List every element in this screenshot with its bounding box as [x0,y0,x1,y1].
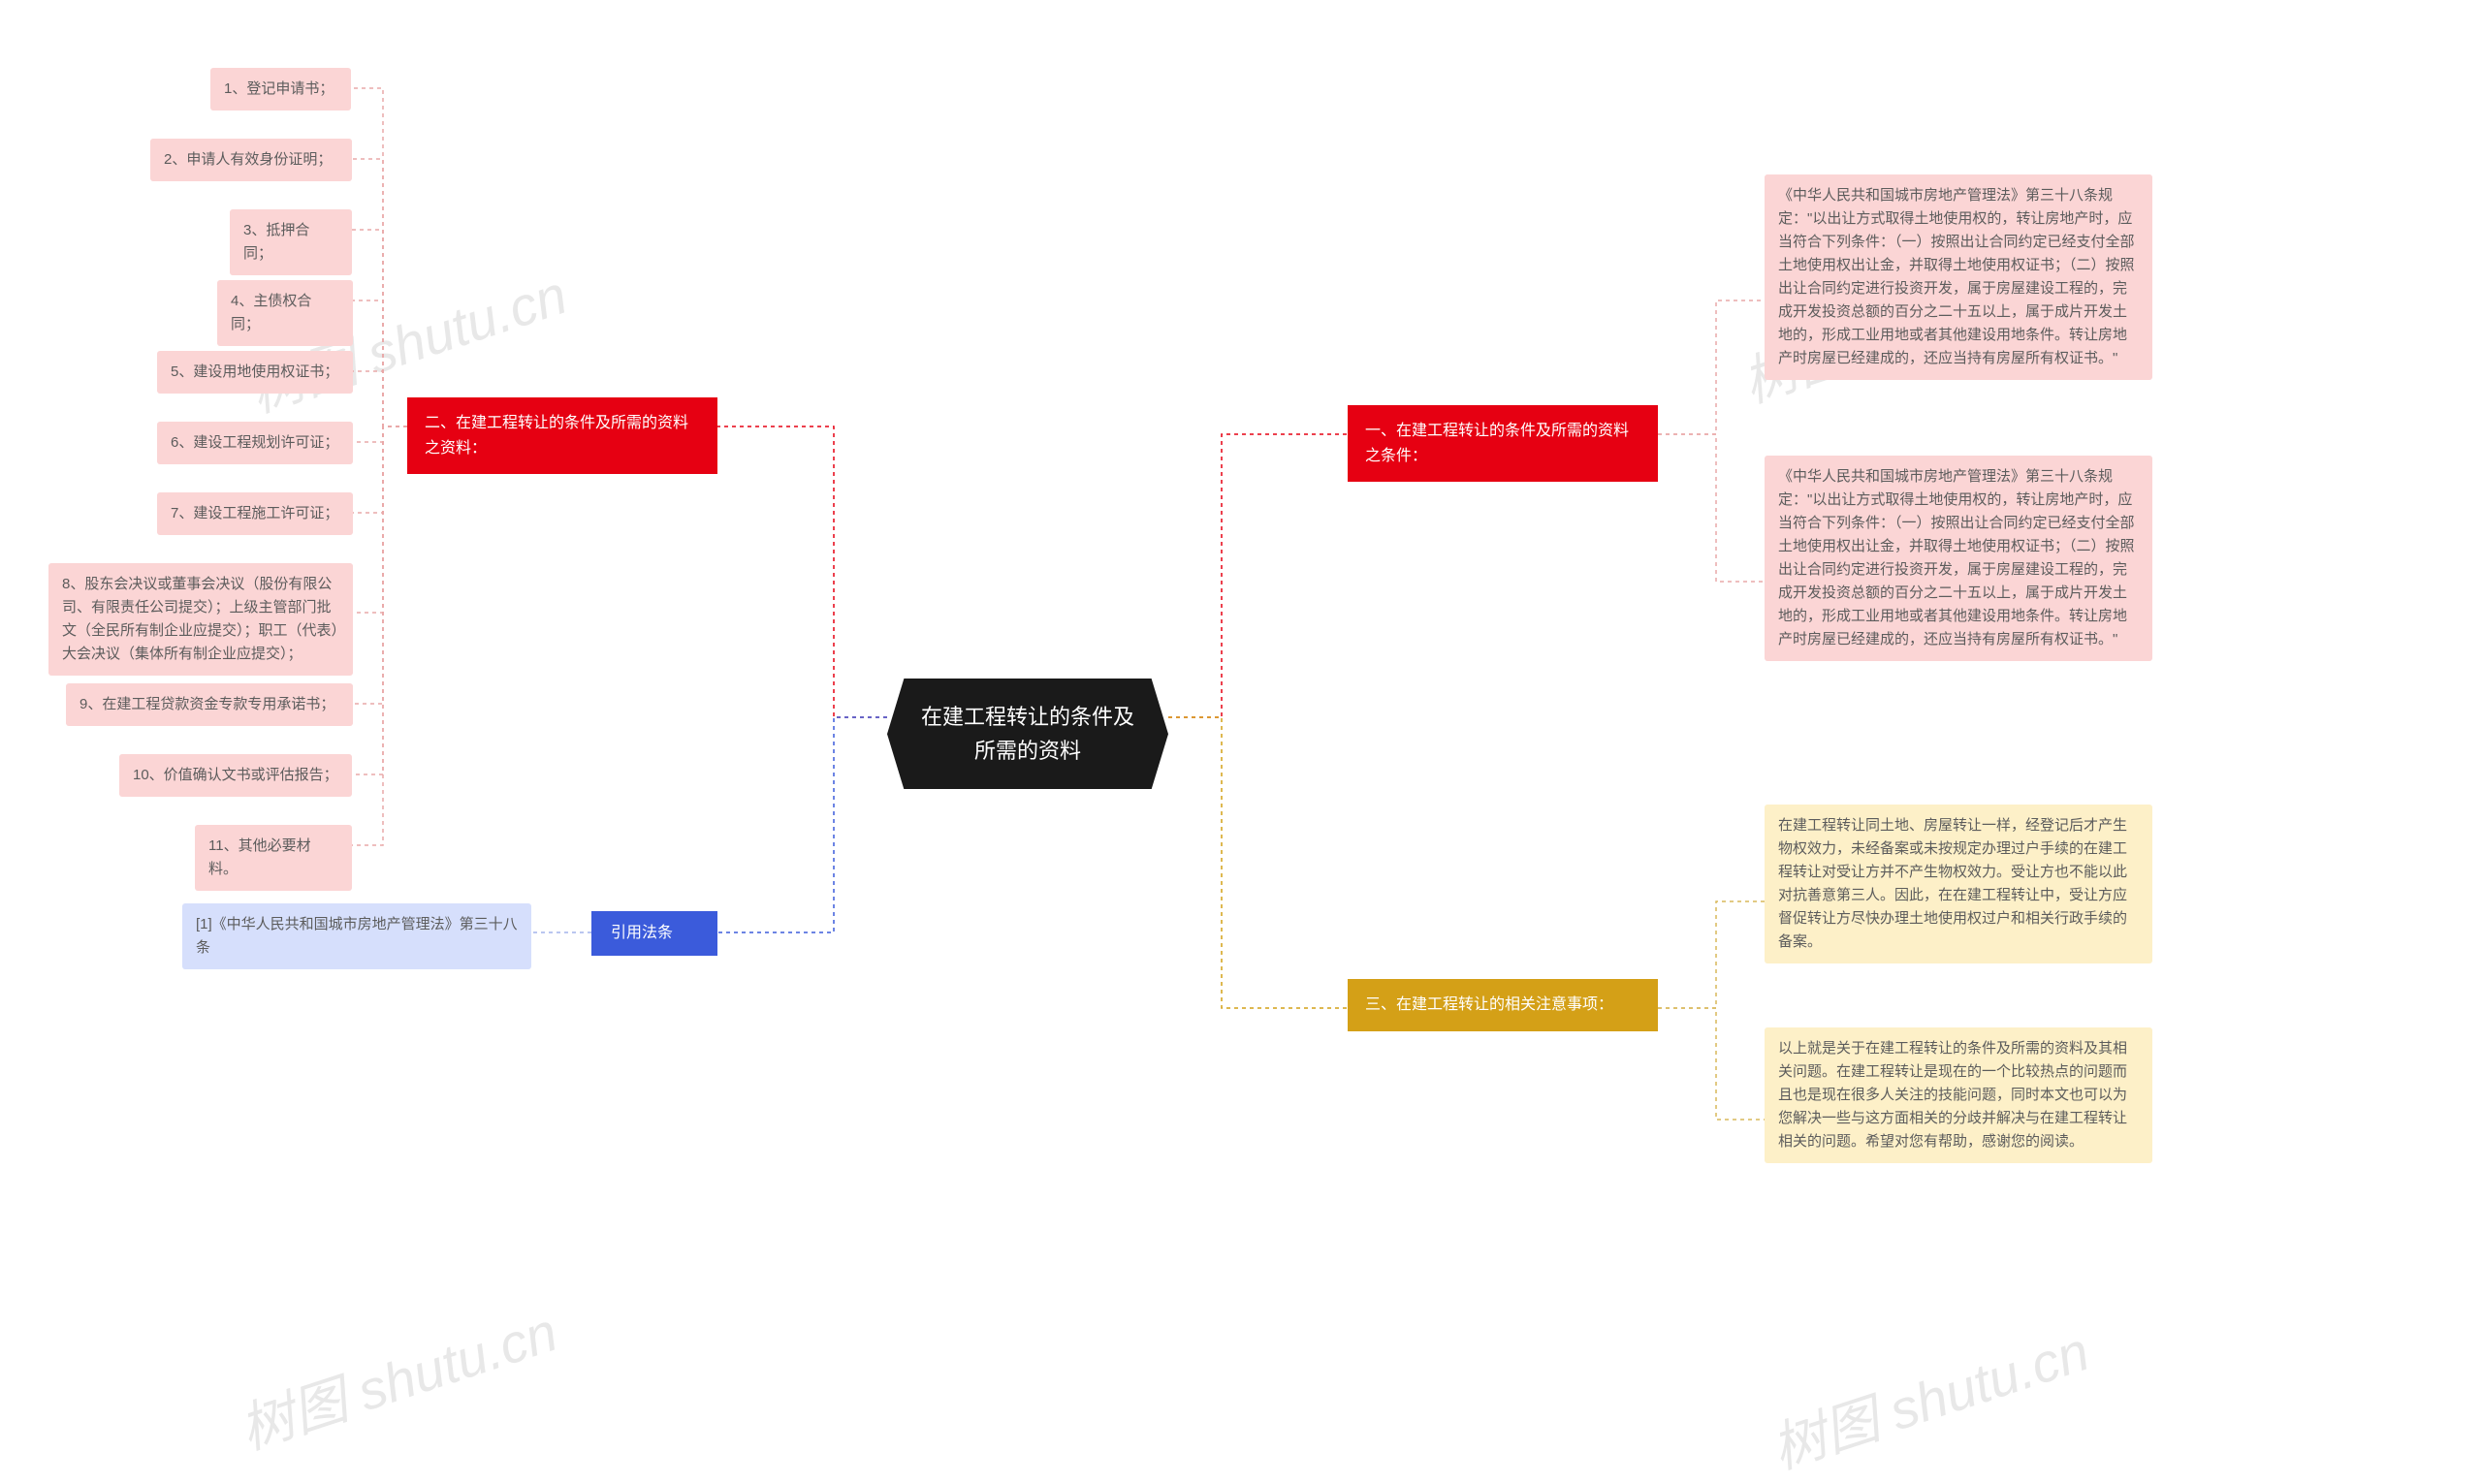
leaf-item-6: 6、建设工程规划许可证； [157,422,353,464]
leaf-citation-1: [1]《中华人民共和国城市房地产管理法》第三十八条 [182,903,531,969]
leaf-item-3: 3、抵押合同； [230,209,352,275]
branch-citation[interactable]: 引用法条 [591,911,717,956]
leaf-item-4: 4、主债权合同； [217,280,353,346]
leaf-law-quote-1: 《中华人民共和国城市房地产管理法》第三十八条规定："以出让方式取得土地使用权的，… [1765,174,2152,380]
leaf-item-7: 7、建设工程施工许可证； [157,492,353,535]
watermark: 树图 shutu.cn [1761,1309,2098,1484]
leaf-note-1: 在建工程转让同土地、房屋转让一样，经登记后才产生物权效力，未经备案或未按规定办理… [1765,805,2152,963]
leaf-item-2: 2、申请人有效身份证明； [150,139,352,181]
leaf-note-2: 以上就是关于在建工程转让的条件及所需的资料及其相关问题。在建工程转让是现在的一个… [1765,1027,2152,1163]
leaf-item-11: 11、其他必要材料。 [195,825,352,891]
leaf-item-5: 5、建设用地使用权证书； [157,351,353,394]
leaf-item-10: 10、价值确认文书或评估报告； [119,754,352,797]
branch-materials[interactable]: 二、在建工程转让的条件及所需的资料之资料： [407,397,717,474]
leaf-item-8: 8、股东会决议或董事会决议（股份有限公司、有限责任公司提交）；上级主管部门批文（… [48,563,353,676]
center-topic[interactable]: 在建工程转让的条件及所需的资料 [887,679,1168,789]
leaf-item-1: 1、登记申请书； [210,68,351,111]
leaf-item-9: 9、在建工程贷款资金专款专用承诺书； [66,683,353,726]
branch-notes[interactable]: 三、在建工程转让的相关注意事项： [1348,979,1658,1031]
leaf-law-quote-2: 《中华人民共和国城市房地产管理法》第三十八条规定："以出让方式取得土地使用权的，… [1765,456,2152,661]
watermark: 树图 shutu.cn [229,1289,566,1466]
branch-conditions[interactable]: 一、在建工程转让的条件及所需的资料之条件： [1348,405,1658,482]
